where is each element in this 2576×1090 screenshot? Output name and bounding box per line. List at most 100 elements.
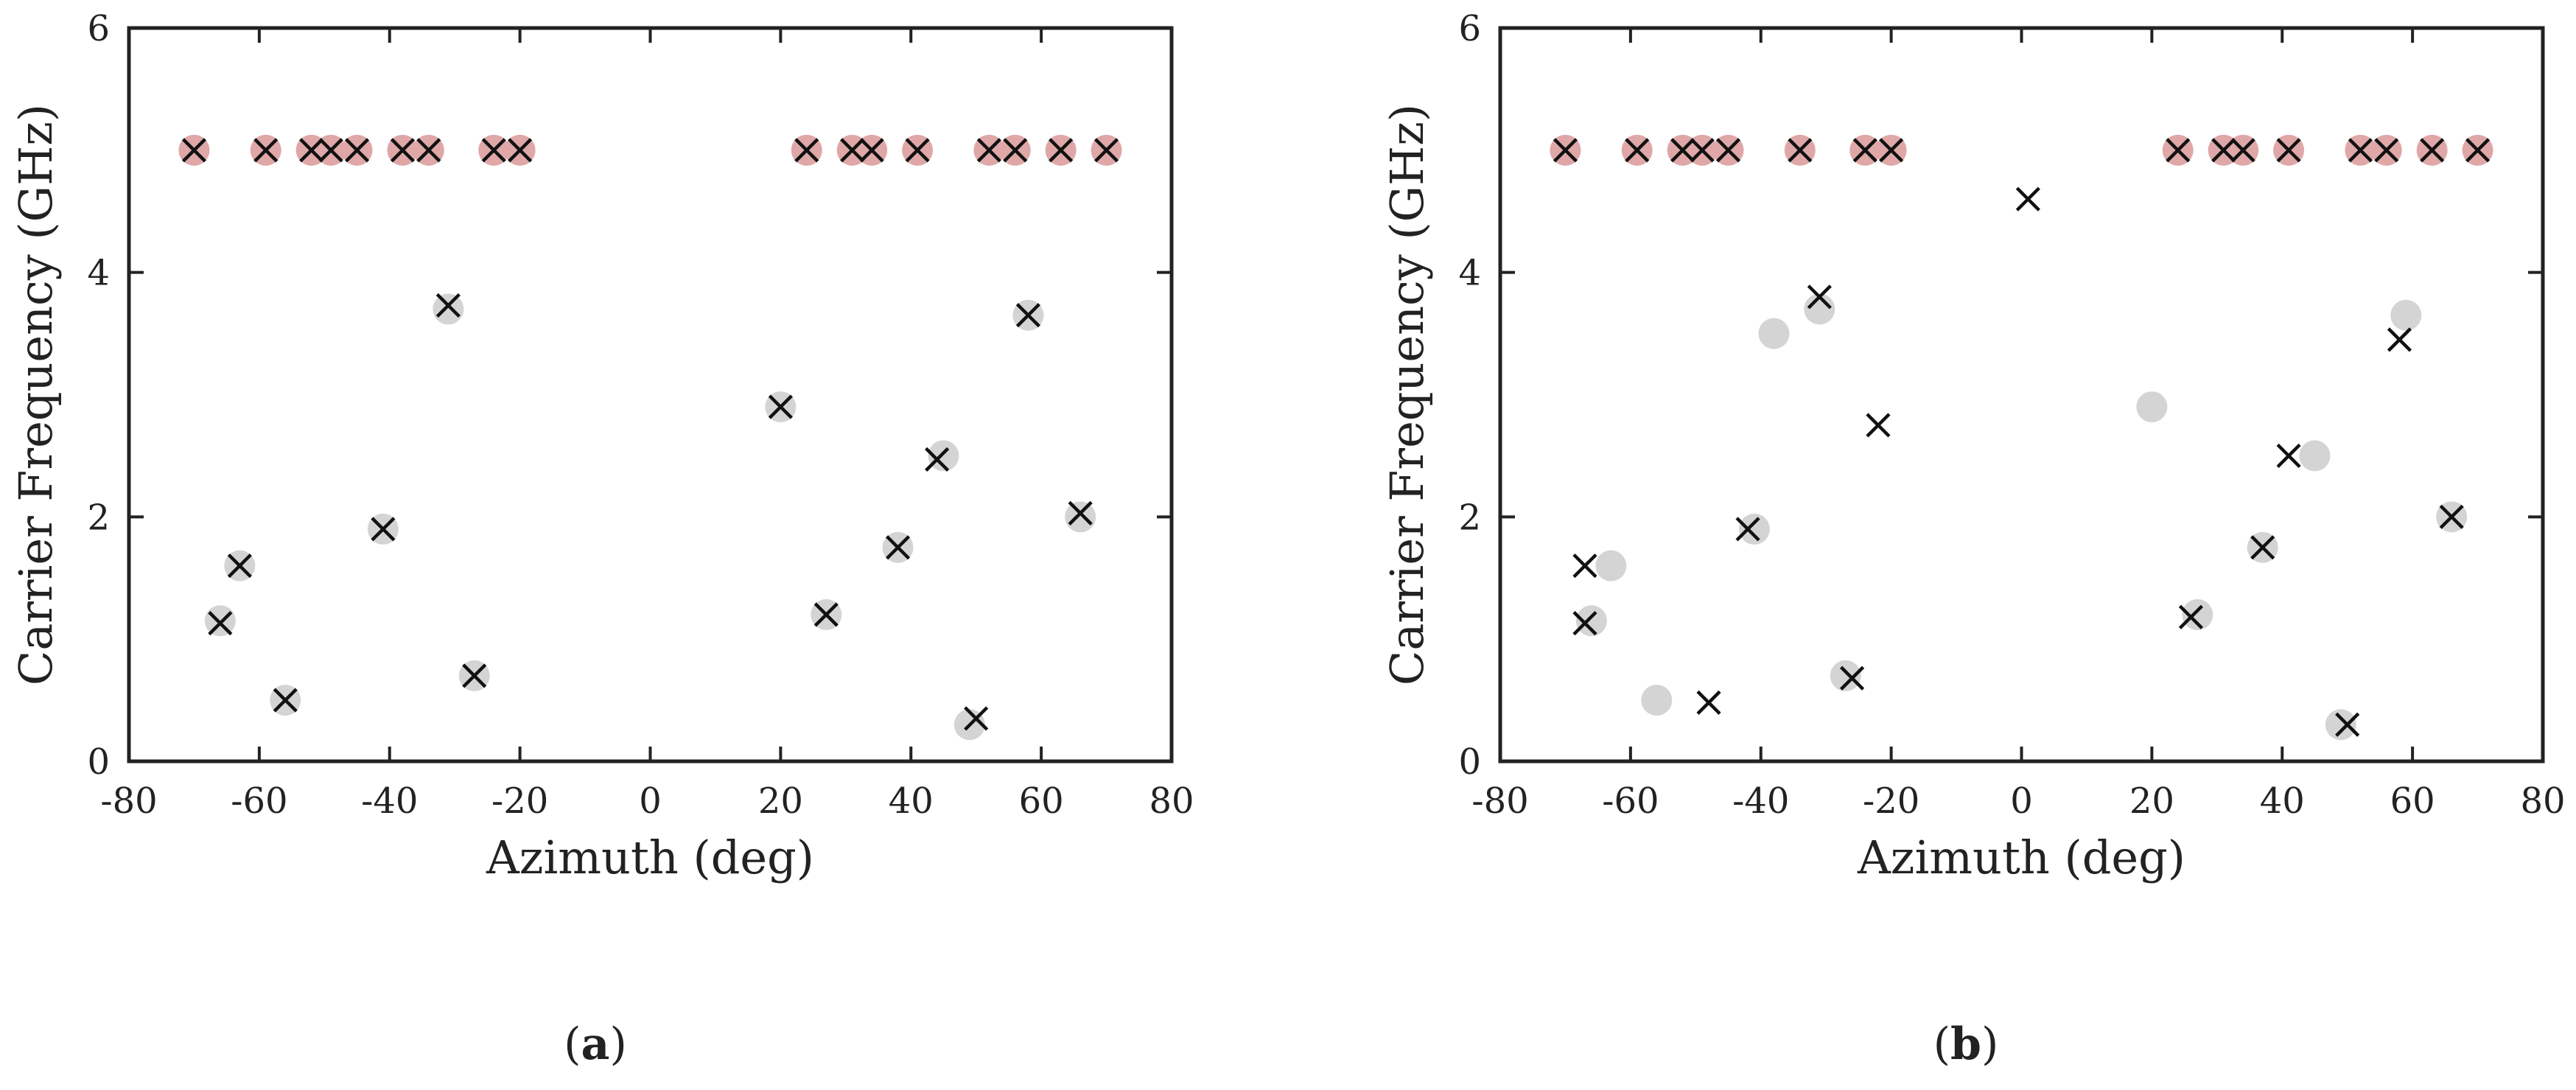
- x-tick-label: 60: [2390, 780, 2435, 822]
- cross-marker: [1715, 138, 1741, 163]
- cross-marker: [1735, 517, 1760, 542]
- circle-marker-gray: [1804, 293, 1835, 325]
- cross-marker: [2348, 138, 2373, 163]
- circle-marker-gray: [2299, 440, 2331, 472]
- cross-marker: [2166, 138, 2191, 163]
- cross-marker: [1015, 303, 1041, 328]
- cross-marker: [1852, 138, 1877, 163]
- cross-marker: [435, 293, 461, 318]
- cross-marker: [371, 517, 396, 542]
- cross-marker: [1696, 690, 1721, 715]
- cross-marker: [208, 611, 233, 636]
- cross-marker: [859, 138, 884, 163]
- y-tick-label: 2: [1458, 497, 1481, 538]
- cross-marker: [1839, 665, 1865, 691]
- cross-marker: [1670, 138, 1695, 163]
- x-tick-label: -40: [1732, 780, 1789, 822]
- cross-marker: [768, 394, 793, 419]
- cross-marker: [1879, 138, 1904, 163]
- cross-marker: [318, 138, 343, 163]
- circle-marker-gray: [1065, 501, 1096, 533]
- cross-marker: [2211, 138, 2236, 163]
- circle-marker-gray: [2390, 299, 2422, 331]
- x-tick-label: 40: [889, 780, 934, 822]
- x-tick-label: -20: [491, 780, 548, 822]
- circle-marker-gray: [2325, 709, 2356, 741]
- y-tick-label: 6: [87, 8, 110, 49]
- cross-marker: [2015, 186, 2040, 212]
- x-tick-label: -80: [1471, 780, 1528, 822]
- x-tick-label: -60: [231, 780, 287, 822]
- cross-marker: [462, 663, 487, 688]
- cross-marker: [299, 138, 324, 163]
- cross-marker: [2230, 138, 2255, 163]
- circle-marker-gray: [204, 605, 236, 637]
- cross-marker: [1866, 413, 1891, 438]
- x-tick-label: 80: [1149, 780, 1194, 822]
- cross-marker: [794, 138, 819, 163]
- circle-marker-gray: [1575, 605, 1607, 637]
- cross-marker: [925, 447, 950, 472]
- cross-marker: [2439, 504, 2464, 529]
- panel-caption: (a): [564, 1019, 627, 1070]
- x-tick-label: 20: [2129, 780, 2174, 822]
- circle-marker-gray: [1830, 660, 1861, 691]
- panel-b: -80 -60 -40 -20 0 20 40 60 80 0 2 4 6 Azimuth (deg) Ca…: [1380, 8, 2566, 1070]
- cross-marker: [840, 138, 865, 163]
- cross-marker: [2420, 138, 2445, 163]
- cross-marker: [273, 688, 298, 713]
- cross-marker: [1807, 284, 1832, 310]
- circle-marker-gray: [1641, 685, 1673, 716]
- panel-a: -80 -60 -40 -20 0 20 40 60 80 0 2 4 6 Azimuth (deg) Ca…: [9, 8, 1194, 1070]
- y-axis-label: Carrier Frequency (GHz): [1380, 104, 1434, 685]
- cross-marker: [1572, 611, 1597, 636]
- x-tick-label: -20: [1863, 780, 1919, 822]
- cross-marker: [2387, 327, 2412, 352]
- circle-marker-gray: [1595, 550, 1627, 581]
- circle-marker-gray: [1758, 318, 1790, 349]
- y-tick-label: 6: [1458, 8, 1481, 49]
- cross-marker: [813, 602, 839, 627]
- cross-marker: [905, 138, 930, 163]
- y-tick-label: 2: [87, 497, 110, 538]
- y-tick-label: 4: [87, 253, 110, 294]
- cross-marker: [1049, 138, 1074, 163]
- x-axis-label: Azimuth (deg): [1857, 831, 2185, 884]
- cross-marker: [1690, 138, 1715, 163]
- cross-marker: [1068, 500, 1093, 525]
- x-tick-label: -60: [1602, 780, 1659, 822]
- cross-marker: [1625, 138, 1650, 163]
- cross-marker: [1553, 138, 1578, 163]
- cross-marker: [2178, 604, 2204, 629]
- panel-caption: (b): [1933, 1019, 1999, 1070]
- y-tick-label: 0: [87, 741, 110, 783]
- cross-marker: [1788, 138, 1813, 163]
- y-tick-label: 4: [1458, 253, 1481, 294]
- cross-marker: [2465, 138, 2491, 163]
- circle-marker-gray: [1738, 513, 1770, 545]
- cross-marker: [2276, 443, 2301, 469]
- x-axis-label: Azimuth (deg): [486, 831, 814, 884]
- cross-marker: [481, 138, 506, 163]
- cross-marker: [2250, 535, 2275, 560]
- cross-marker: [1003, 138, 1028, 163]
- x-tick-label: 60: [1019, 780, 1064, 822]
- cross-marker: [508, 138, 533, 163]
- x-tick-label: 40: [2260, 780, 2305, 822]
- cross-marker: [181, 138, 207, 163]
- x-tick-label: -40: [361, 780, 418, 822]
- cross-marker: [390, 138, 416, 163]
- x-tick-label: -80: [100, 780, 157, 822]
- cross-marker: [344, 138, 370, 163]
- circle-marker-gray: [2136, 391, 2168, 423]
- y-axis-label: Carrier Frequency (GHz): [9, 104, 63, 685]
- y-tick-label: 0: [1458, 741, 1481, 783]
- cross-marker: [885, 535, 911, 560]
- cross-marker: [2276, 138, 2301, 163]
- cross-marker: [2335, 712, 2360, 737]
- x-tick-label: 80: [2520, 780, 2565, 822]
- cross-marker: [1572, 553, 1597, 579]
- x-tick-label: 20: [758, 780, 803, 822]
